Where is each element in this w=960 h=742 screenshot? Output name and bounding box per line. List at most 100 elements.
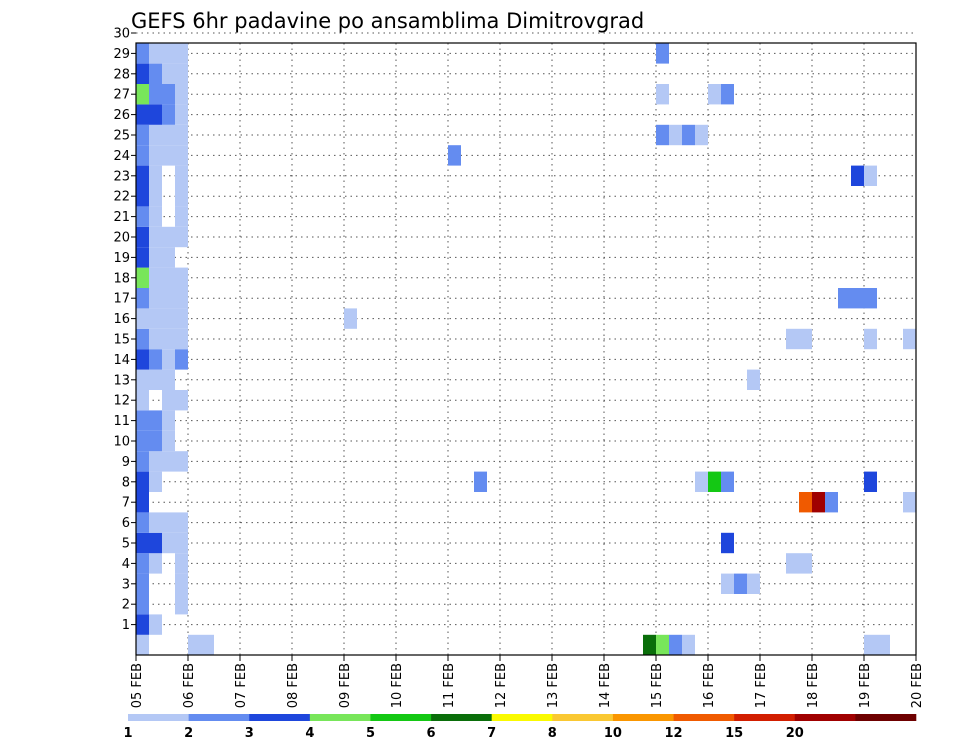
heatmap-cell xyxy=(799,553,812,574)
heatmap-cell xyxy=(656,84,669,105)
heatmap-cell xyxy=(903,328,916,350)
heatmap-cell xyxy=(162,104,175,125)
legend-label: 10 xyxy=(604,726,622,741)
heatmap-cell xyxy=(162,430,175,452)
heatmap-cell xyxy=(149,288,162,309)
y-tick-label: 5 xyxy=(122,537,130,552)
heatmap-cell xyxy=(149,84,162,105)
y-tick-label: 13 xyxy=(113,373,130,388)
heatmap-cell xyxy=(734,573,747,594)
y-tick-label: 17 xyxy=(113,292,130,307)
heatmap-cell xyxy=(162,267,175,288)
legend-label: 7 xyxy=(487,726,496,741)
heatmap-cell xyxy=(136,104,149,125)
legend-swatch xyxy=(673,714,735,721)
heatmap-cell xyxy=(175,308,188,329)
heatmap-cell xyxy=(799,492,812,513)
y-tick-label: 24 xyxy=(113,149,130,164)
heatmap-cell xyxy=(721,84,734,105)
heatmap-cell xyxy=(149,226,162,248)
y-tick-label: 15 xyxy=(113,333,130,348)
heatmap-cell xyxy=(175,84,188,105)
heatmap-cell xyxy=(838,288,851,309)
heatmap-cell xyxy=(175,451,188,472)
heatmap-cell xyxy=(162,308,175,329)
heatmap-cell xyxy=(162,63,175,84)
heatmap-cell xyxy=(643,634,656,655)
y-tick-label: 19 xyxy=(113,251,130,266)
legend-swatch xyxy=(188,714,250,721)
heatmap-cell xyxy=(136,308,149,329)
heatmap-cell xyxy=(162,532,175,554)
legend-label: 8 xyxy=(548,726,557,741)
heatmap-cell xyxy=(162,288,175,309)
heatmap-cell xyxy=(708,84,721,105)
heatmap-cell xyxy=(175,532,188,554)
y-tick-label: 11 xyxy=(113,414,130,429)
heatmap-cell xyxy=(175,165,188,186)
legend-label: 1 xyxy=(123,726,132,741)
legend-swatch xyxy=(491,714,553,721)
heatmap-cell xyxy=(721,532,734,554)
legend-label: 2 xyxy=(184,726,193,741)
y-tick-label: 20 xyxy=(113,231,130,246)
heatmap-cell xyxy=(136,186,149,207)
heatmap-cell xyxy=(864,165,877,186)
legend-label: 20 xyxy=(786,726,804,741)
y-tick-label: 9 xyxy=(122,455,130,470)
heatmap-cell xyxy=(175,594,188,615)
heatmap-cell xyxy=(188,634,201,655)
heatmap-cell xyxy=(162,124,175,146)
heatmap-cell xyxy=(747,369,760,390)
heatmap-cell xyxy=(162,349,175,370)
x-tick-label: 19 FEB xyxy=(858,663,873,708)
heatmap-cell xyxy=(695,471,708,492)
heatmap-cell xyxy=(721,573,734,594)
heatmap-cell xyxy=(136,369,149,390)
heatmap-cell xyxy=(149,328,162,350)
heatmap-cell xyxy=(149,430,162,452)
legend-swatch xyxy=(734,714,796,721)
color-legend: 1 2 3 4 5 6 7 8 10 12 15 20 xyxy=(123,714,917,741)
heatmap-cell xyxy=(149,553,162,574)
heatmap-cell xyxy=(136,145,149,166)
heatmap-cell xyxy=(799,328,812,350)
heatmap-cell xyxy=(136,451,149,472)
heatmap-cell xyxy=(877,634,890,655)
heatmap-cell xyxy=(175,512,188,533)
x-tick-label: 20 FEB xyxy=(910,663,925,708)
heatmap-cell xyxy=(136,614,149,635)
legend-swatch xyxy=(794,714,856,721)
x-axis: 05 FEB 06 FEB 07 FEB 08 FEB 09 FEB 10 FEB 11 F… xyxy=(130,655,925,708)
heatmap-cell xyxy=(175,124,188,146)
heatmap-cell xyxy=(682,634,695,655)
heatmap-cell xyxy=(149,247,162,268)
legend-label: 3 xyxy=(245,726,254,741)
heatmap-cell xyxy=(136,349,149,370)
heatmap-cell xyxy=(175,390,188,411)
y-tick-label: 25 xyxy=(113,129,130,144)
heatmap-cell xyxy=(747,573,760,594)
heatmap-cell xyxy=(175,553,188,574)
x-tick-label: 17 FEB xyxy=(754,663,769,708)
heatmap-cell xyxy=(136,430,149,452)
heatmap-cell xyxy=(682,124,695,146)
heatmap-cell xyxy=(175,145,188,166)
y-tick-label: 27 xyxy=(113,88,130,103)
y-axis: 1234567891011121314151617181920212223242… xyxy=(113,27,136,633)
heatmap-cell xyxy=(175,63,188,84)
heatmap-cell xyxy=(201,634,214,655)
heatmap-cell xyxy=(136,410,149,431)
heatmap-cell xyxy=(136,124,149,146)
heatmap-cell xyxy=(175,186,188,207)
heatmap-cell xyxy=(136,573,149,594)
heatmap-cell xyxy=(149,614,162,635)
heatmap-cell xyxy=(162,410,175,431)
y-tick-label: 6 xyxy=(122,516,130,531)
heatmap-cell xyxy=(149,410,162,431)
heatmap-cell xyxy=(864,288,877,309)
heatmap-cell xyxy=(175,573,188,594)
x-tick-label: 14 FEB xyxy=(598,663,613,708)
heatmap-cell xyxy=(136,553,149,574)
x-tick-label: 15 FEB xyxy=(650,663,665,708)
